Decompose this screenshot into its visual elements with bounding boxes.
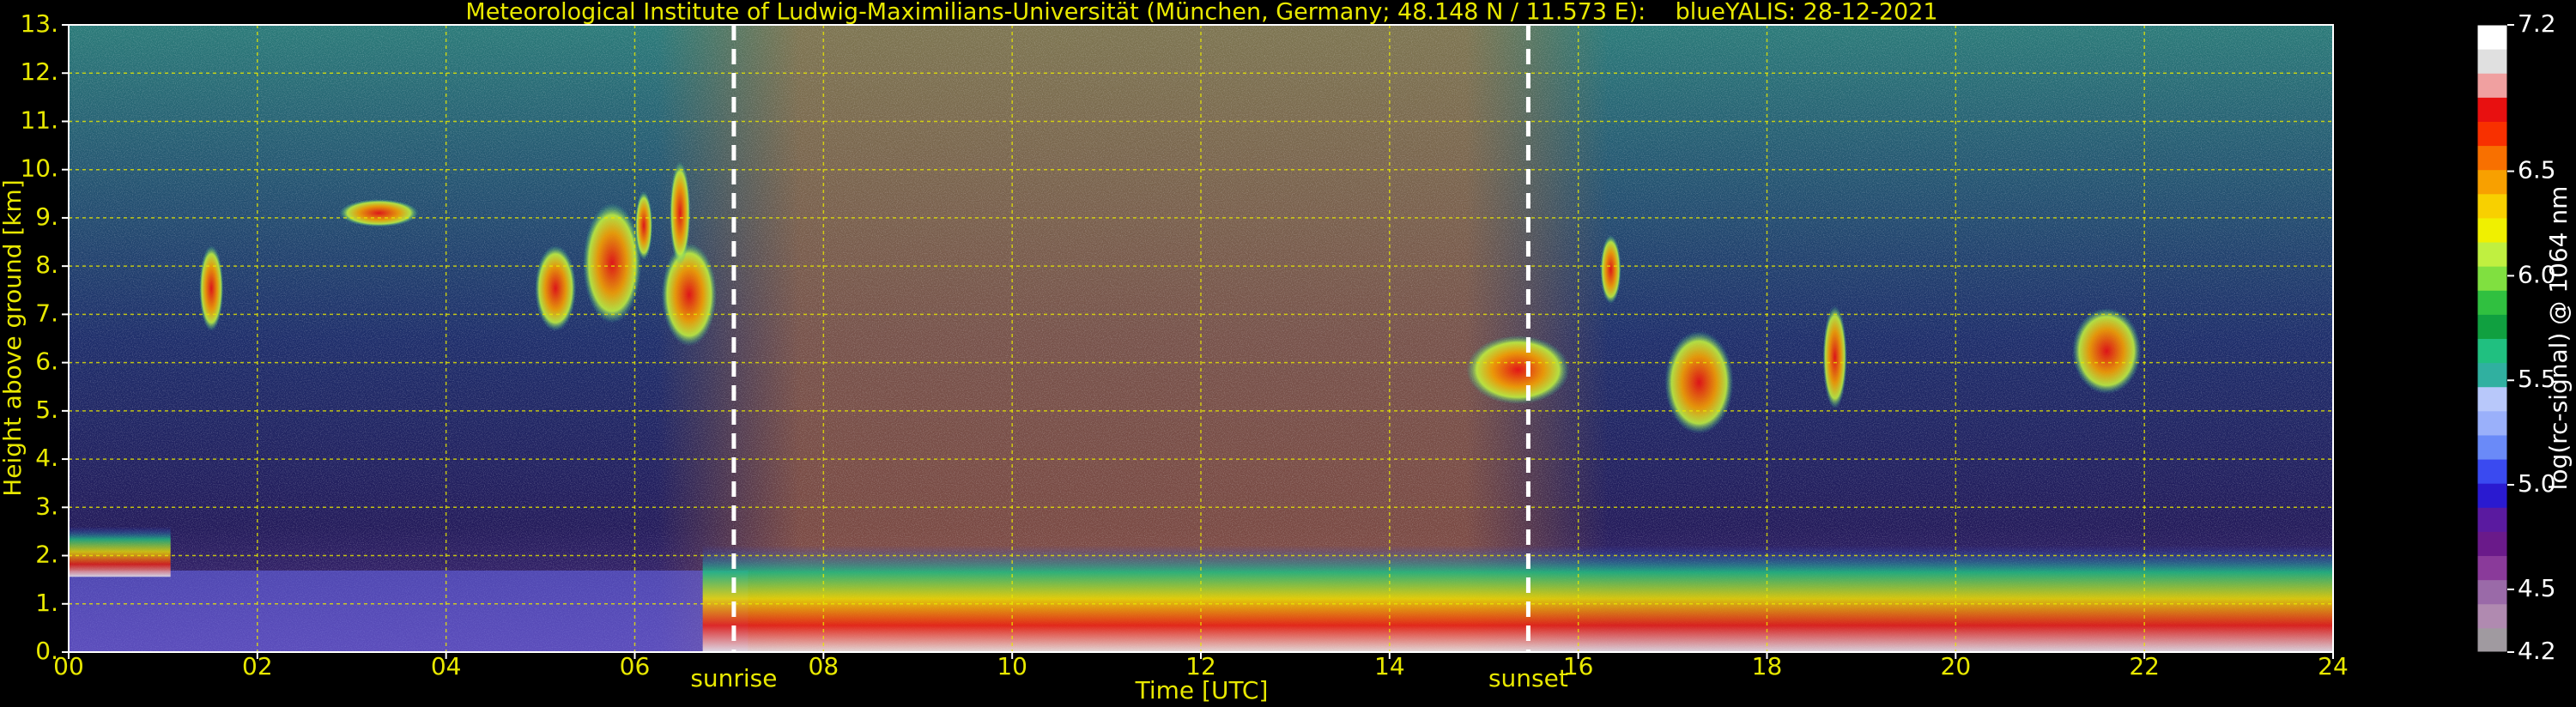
- y-tick-label: 3.: [35, 492, 58, 520]
- colorbar-segment: [2477, 507, 2507, 532]
- cloud: [1664, 330, 1734, 434]
- plot-area: [69, 25, 2333, 652]
- y-tick-label: 6.: [35, 347, 58, 376]
- colorbar-segment: [2477, 314, 2507, 339]
- colorbar-segment: [2477, 242, 2507, 267]
- y-tick-label: 4.: [35, 444, 58, 472]
- x-tick-label: 08: [809, 652, 839, 680]
- colorbar-segment: [2477, 386, 2507, 412]
- x-tick-label: 22: [2129, 652, 2160, 680]
- colorbar-segment: [2477, 73, 2507, 98]
- y-tick-label: 12.: [20, 57, 58, 86]
- cloud: [1822, 305, 1847, 409]
- colorbar-segment: [2477, 169, 2507, 195]
- annotation-label: sunset: [1488, 664, 1568, 692]
- y-tick-label: 13.: [20, 9, 58, 38]
- cloud: [199, 245, 224, 332]
- colorbar-segment: [2477, 434, 2507, 460]
- colorbar-segment: [2477, 459, 2507, 484]
- x-tick-label: 00: [53, 652, 84, 680]
- colorbar-segment: [2477, 25, 2507, 50]
- cloud: [635, 190, 653, 260]
- colorbar-tick-label: 4.5: [2518, 574, 2556, 602]
- colorbar-segment: [2477, 97, 2507, 122]
- y-tick-label: 0.: [35, 637, 58, 665]
- colorbar-segment: [2477, 145, 2507, 171]
- x-tick-label: 10: [997, 652, 1027, 680]
- y-tick-label: 7.: [35, 299, 58, 327]
- x-tick-label: 14: [1374, 652, 1405, 680]
- colorbar-tick-label: 7.2: [2518, 9, 2556, 38]
- x-tick-label: 18: [1752, 652, 1783, 680]
- x-tick-label: 04: [431, 652, 462, 680]
- boundary-layer: [69, 526, 171, 577]
- colorbar-segment: [2477, 338, 2507, 364]
- cloud: [583, 202, 642, 323]
- plot-frame: [68, 24, 2334, 653]
- colorbar-tick-label: 6.0: [2518, 260, 2556, 288]
- y-tick-label: 2.: [35, 541, 58, 569]
- cloud: [2072, 308, 2142, 395]
- colorbar-segment: [2477, 217, 2507, 243]
- cloud: [661, 243, 717, 347]
- colorbar-segment: [2477, 627, 2507, 653]
- chart-title: Meteorological Institute of Ludwig-Maxim…: [465, 0, 1937, 26]
- x-tick-label: 20: [1941, 652, 1972, 680]
- night-layer: [69, 570, 749, 652]
- colorbar-frame: [2476, 24, 2508, 653]
- colorbar-segment: [2477, 362, 2507, 388]
- x-tick-label: 02: [242, 652, 273, 680]
- colorbar-segment: [2477, 531, 2507, 557]
- colorbar-segment: [2477, 410, 2507, 436]
- colorbar-tick-label: 5.5: [2518, 365, 2556, 393]
- boundary-layer: [702, 545, 2333, 652]
- y-tick-label: 1.: [35, 589, 58, 617]
- colorbar-segment: [2477, 121, 2507, 147]
- y-axis-label: Height above ground [km]: [0, 179, 27, 497]
- x-tick-label: 16: [1563, 652, 1594, 680]
- colorbar-segment: [2477, 290, 2507, 315]
- cloud: [1600, 235, 1621, 305]
- cloud: [1466, 335, 1570, 405]
- x-tick-label: 06: [620, 652, 651, 680]
- x-axis-label: Time [UTC]: [1135, 676, 1269, 704]
- cloud: [535, 245, 577, 332]
- colorbar-segment: [2477, 266, 2507, 291]
- colorbar-segment: [2477, 49, 2507, 74]
- y-tick-label: 9.: [35, 202, 58, 231]
- colorbar-segment: [2477, 579, 2507, 605]
- colorbar-segment: [2477, 555, 2507, 581]
- y-tick-label: 11.: [20, 106, 58, 134]
- y-tick-label: 10.: [20, 154, 58, 183]
- colorbar-label: log(rc-signal) @ 1064 nm: [2544, 186, 2573, 491]
- colorbar-tick-label: 6.5: [2518, 156, 2556, 184]
- colorbar-segment: [2477, 193, 2507, 219]
- colorbar-tick-label: 5.0: [2518, 469, 2556, 498]
- y-tick-label: 5.: [35, 396, 58, 424]
- x-tick-label: 24: [2318, 652, 2349, 680]
- y-tick-label: 8.: [35, 251, 58, 279]
- x-tick-label: 12: [1185, 652, 1216, 680]
- cloud: [339, 199, 419, 227]
- annotation-label: sunrise: [690, 664, 777, 692]
- colorbar-segment: [2477, 603, 2507, 629]
- colorbar-segment: [2477, 483, 2507, 508]
- colorbar-tick-label: 4.2: [2518, 637, 2556, 665]
- cloud: [670, 161, 691, 265]
